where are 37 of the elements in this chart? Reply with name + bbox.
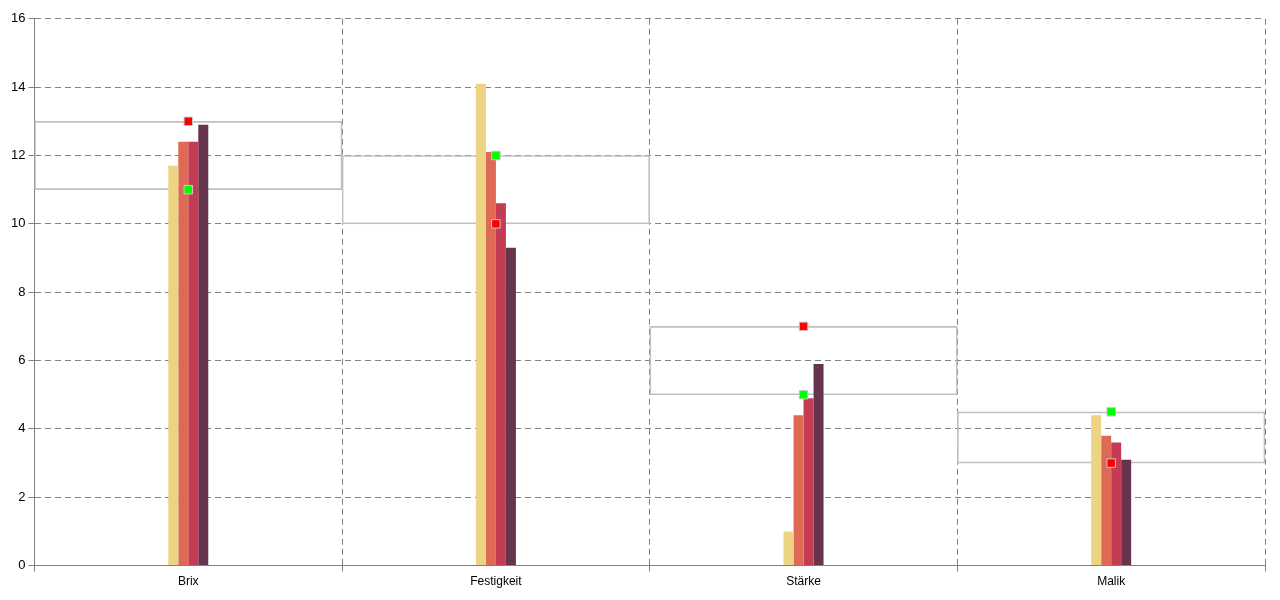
point: [491, 150, 501, 161]
bar: [1101, 435, 1112, 566]
y-tick-label: 10: [10, 215, 26, 231]
point: [1106, 407, 1116, 417]
bar: [1111, 442, 1122, 566]
bar: [168, 165, 179, 566]
y-tick-label: 8: [18, 283, 26, 299]
bar: [813, 363, 824, 566]
x-tick-label: Malik: [1097, 574, 1127, 589]
y-tick-label: 2: [18, 488, 26, 504]
point: [798, 321, 809, 332]
x-tick-label: Stärke: [786, 574, 822, 589]
point: [491, 219, 501, 229]
point: [1106, 458, 1116, 468]
bar: [495, 203, 506, 566]
bar: [188, 141, 199, 566]
y-tick-label: 14: [10, 78, 26, 94]
bar: [1121, 459, 1132, 566]
y-tick-label: 16: [10, 10, 26, 26]
y-tick-label: 4: [18, 420, 26, 436]
y-tick-label: 12: [10, 147, 26, 163]
bar: [793, 415, 804, 566]
bar: [178, 141, 189, 566]
y-tick-label: 0: [18, 557, 26, 573]
bar: [783, 531, 794, 566]
bar: [198, 124, 209, 566]
point: [183, 116, 194, 127]
x-tick-label: Brix: [177, 574, 199, 589]
bar: [505, 247, 516, 566]
point: [798, 389, 809, 400]
point: [183, 184, 194, 195]
x-tick-label: Festigkeit: [470, 574, 523, 589]
bar: [1091, 415, 1102, 566]
y-tick-label: 6: [18, 352, 26, 368]
bar: [485, 152, 496, 566]
bar: [803, 398, 814, 566]
bar: [475, 83, 486, 566]
